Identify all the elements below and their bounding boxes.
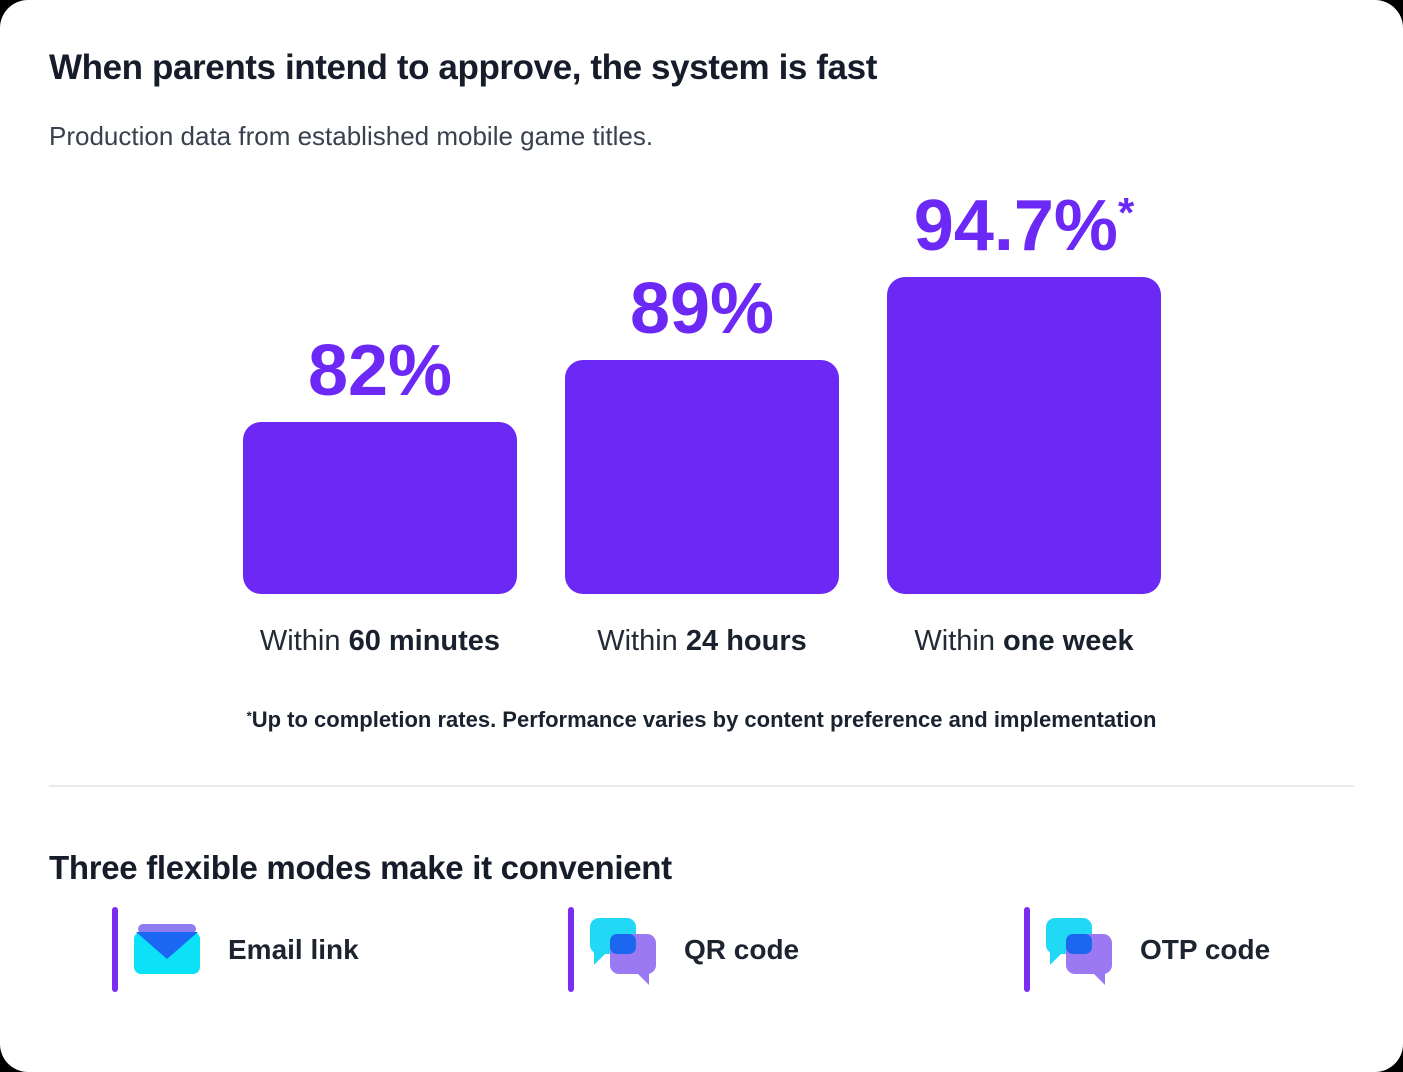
email-icon-flap bbox=[136, 932, 198, 960]
modes-row: Email link QR code bbox=[49, 907, 1354, 993]
section-divider bbox=[49, 784, 1354, 787]
mode-label: OTP code bbox=[1140, 933, 1271, 965]
modes-heading: Three flexible modes make it convenient bbox=[49, 848, 672, 886]
bar-chart: 82% Within 60 minutes 89% Within 24 hour… bbox=[49, 187, 1354, 659]
bar-group-60-minutes: 82% Within 60 minutes bbox=[243, 187, 517, 659]
bar-value-label: 94.7%* bbox=[913, 186, 1135, 267]
bar bbox=[887, 277, 1161, 595]
email-icon-top-band bbox=[138, 924, 196, 935]
bar-category-label: Within 60 minutes bbox=[259, 625, 501, 658]
mode-item-qr-code: QR code bbox=[568, 907, 1024, 993]
chat-bubbles-icon bbox=[590, 918, 662, 986]
chat-bubble-back-tail bbox=[1050, 952, 1063, 966]
mode-item-email-link: Email link bbox=[112, 907, 568, 993]
chat-bubble-front-tail bbox=[636, 972, 649, 986]
accent-bar bbox=[568, 907, 574, 993]
mode-item-otp-code: OTP code bbox=[1024, 907, 1403, 993]
chat-bubble-overlap bbox=[610, 934, 636, 955]
bar-value-label: 82% bbox=[307, 331, 453, 412]
page-title: When parents intend to approve, the syst… bbox=[49, 48, 877, 87]
bar-group-one-week: 94.7%* Within one week bbox=[887, 187, 1161, 659]
bar-group-24-hours: 89% Within 24 hours bbox=[565, 187, 839, 659]
mode-label: QR code bbox=[684, 933, 800, 965]
asterisk-mark: * bbox=[1117, 189, 1135, 237]
bar bbox=[243, 422, 517, 595]
asterisk-mark: * bbox=[246, 708, 252, 724]
accent-bar bbox=[1024, 907, 1030, 993]
mode-label: Email link bbox=[228, 933, 359, 965]
bar-category-label: Within one week bbox=[914, 625, 1134, 658]
email-icon bbox=[134, 924, 200, 975]
page-subtitle: Production data from established mobile … bbox=[49, 120, 654, 151]
chat-bubble-overlap bbox=[1066, 934, 1092, 955]
chat-bubbles-icon bbox=[1046, 918, 1118, 986]
chart-footnote: *Up to completion rates. Performance var… bbox=[246, 707, 1157, 733]
bar-value-label: 89% bbox=[629, 269, 775, 350]
bar bbox=[565, 360, 839, 595]
chat-bubble-back-tail bbox=[594, 952, 607, 966]
accent-bar bbox=[112, 907, 118, 993]
chat-bubble-front-tail bbox=[1092, 972, 1105, 986]
bar-category-label: Within 24 hours bbox=[597, 625, 807, 658]
